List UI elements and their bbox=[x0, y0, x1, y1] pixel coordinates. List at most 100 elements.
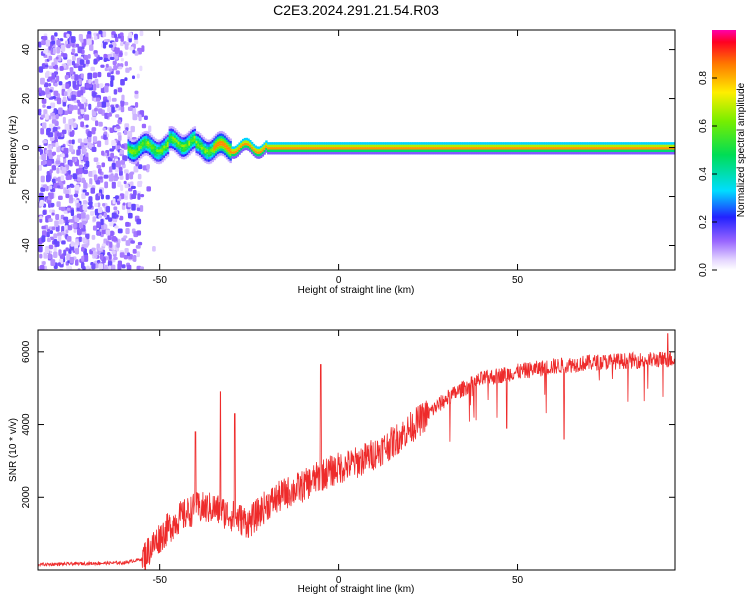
spectrogram-cell bbox=[263, 152, 266, 155]
spectrogram-cell bbox=[526, 147, 529, 150]
spectrogram-cell bbox=[91, 263, 96, 270]
spectrogram-cell bbox=[438, 144, 442, 148]
spectrogram-cell bbox=[216, 136, 220, 140]
spectrogram-cell bbox=[510, 151, 513, 155]
spectrogram-cell bbox=[322, 144, 325, 148]
spectrogram-cell bbox=[94, 107, 98, 112]
spectrogram-cell bbox=[71, 60, 76, 66]
spectrogram-cell bbox=[211, 137, 214, 141]
spectrogram-cell bbox=[598, 142, 601, 145]
spectrogram-cell bbox=[98, 247, 103, 252]
spectrogram-cell bbox=[428, 142, 431, 145]
spectrogram-cell bbox=[215, 155, 218, 159]
spectrogram-cell bbox=[281, 147, 284, 150]
spectrogram-cell bbox=[78, 78, 82, 85]
spectrogram-cell bbox=[213, 155, 216, 158]
spectrogram-cell bbox=[129, 145, 132, 149]
spectrogram-cell bbox=[148, 147, 152, 151]
spectrogram-cell bbox=[410, 149, 413, 153]
spectrogram-cell bbox=[182, 149, 186, 152]
spectrogram-cell bbox=[403, 151, 406, 155]
spectrogram-cell bbox=[127, 158, 130, 162]
spectrogram-cell bbox=[547, 151, 551, 155]
spectrogram-cell bbox=[422, 147, 426, 150]
spectrogram-cell bbox=[233, 151, 236, 154]
spectrogram-cell bbox=[145, 135, 148, 139]
spectrogram-cell bbox=[649, 149, 653, 153]
spectrogram-cell bbox=[157, 147, 161, 150]
spectrogram-cell bbox=[73, 223, 77, 229]
spectrogram-cell bbox=[92, 92, 97, 97]
spectrogram-cell bbox=[93, 174, 98, 181]
spectrogram-cell bbox=[138, 150, 141, 154]
spectrogram-cell bbox=[42, 210, 47, 215]
spectrogram-cell bbox=[129, 148, 132, 151]
spectrogram-cell bbox=[60, 175, 65, 182]
spectrogram-cell bbox=[293, 149, 297, 153]
spectrogram-cell bbox=[143, 140, 146, 144]
spectrogram-cell bbox=[374, 147, 377, 150]
spectrogram-cell bbox=[127, 143, 130, 147]
spectrogram-cell bbox=[447, 142, 451, 145]
spectrogram-cell bbox=[456, 142, 460, 145]
spectrogram-cell bbox=[139, 146, 143, 149]
spectrogram-cell bbox=[258, 148, 261, 152]
spectrogram-cell bbox=[476, 151, 479, 155]
spectrogram-cell bbox=[569, 144, 572, 148]
spectrogram-cell bbox=[85, 124, 89, 128]
spectrogram-cell bbox=[134, 161, 138, 164]
spectrogram-cell bbox=[77, 90, 81, 98]
spectrogram-cell bbox=[420, 142, 424, 145]
spectrogram-cell bbox=[290, 144, 293, 148]
spectrogram-cell bbox=[284, 144, 288, 148]
spectrogram-cell bbox=[578, 147, 581, 150]
spectrogram-cell bbox=[152, 141, 155, 145]
spectrogram-cell bbox=[530, 147, 533, 150]
spectrogram-cell bbox=[581, 144, 585, 148]
spectrogram-cell bbox=[132, 147, 136, 150]
spectrogram-cell bbox=[537, 144, 540, 148]
spectrogram-cell bbox=[103, 224, 108, 230]
spectrogram-cell bbox=[81, 212, 86, 219]
spectrogram-cell bbox=[333, 144, 336, 148]
spectrogram-cell bbox=[605, 147, 608, 150]
spectrogram-cell bbox=[490, 149, 494, 153]
spectrogram-cell bbox=[179, 143, 182, 146]
spectrogram-cell bbox=[474, 147, 477, 150]
spectrogram-cell bbox=[202, 158, 206, 162]
spectrogram-cell bbox=[519, 142, 522, 145]
spectrogram-cell bbox=[479, 149, 483, 153]
spectrogram-cell bbox=[231, 153, 234, 157]
spectrogram-cell bbox=[342, 149, 345, 153]
spectrogram-cell bbox=[669, 151, 673, 155]
spectrogram-cell bbox=[80, 38, 85, 43]
spectrogram-cell bbox=[607, 144, 610, 148]
spectrogram-cell bbox=[129, 172, 134, 180]
spectrogram-cell bbox=[404, 144, 408, 148]
spectrogram-cell bbox=[209, 158, 213, 162]
spectrogram-cell bbox=[286, 149, 290, 153]
spectrogram-cell bbox=[615, 149, 619, 153]
spectrogram-cell bbox=[576, 151, 579, 155]
spectrogram-cell bbox=[648, 149, 651, 153]
spectrogram-cell bbox=[229, 138, 232, 142]
spectrogram-cell bbox=[55, 141, 59, 148]
spectrogram-cell bbox=[216, 149, 220, 152]
spectrogram-cell bbox=[166, 139, 170, 143]
spectrogram-cell bbox=[481, 149, 485, 153]
spectrogram-cell bbox=[59, 255, 65, 259]
spectrogram-cell bbox=[225, 152, 229, 155]
spectrogram-cell bbox=[211, 147, 214, 150]
spectrogram-cell bbox=[69, 256, 75, 264]
spectrogram-cell bbox=[182, 154, 186, 157]
spectrogram-cell bbox=[555, 147, 558, 150]
spectrogram-cell bbox=[181, 137, 184, 140]
spectrogram-cell bbox=[87, 135, 92, 143]
spectrogram-cell bbox=[587, 144, 590, 148]
spectrogram-cell bbox=[442, 149, 445, 153]
spectrogram-cell bbox=[633, 147, 637, 150]
spectrogram-cell bbox=[103, 212, 107, 218]
spectrogram-cell bbox=[301, 142, 304, 145]
spectrogram-cell bbox=[356, 144, 359, 148]
